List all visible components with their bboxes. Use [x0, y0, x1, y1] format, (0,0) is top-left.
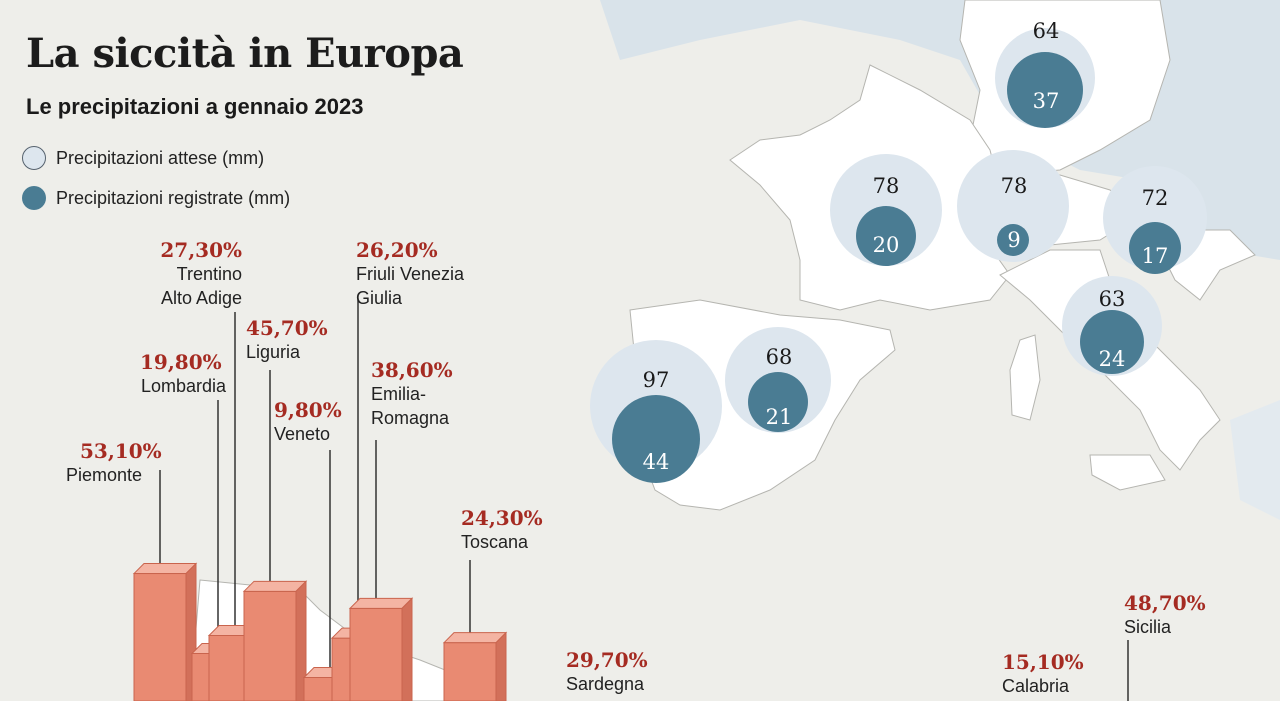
region-label-toscana: 24,30% Toscana: [461, 506, 543, 554]
legend-label-recorded: Precipitazioni registrate (mm): [56, 187, 291, 208]
expected-circle: [957, 150, 1069, 262]
recorded-value: 20: [872, 233, 900, 257]
expected-value: 97: [642, 368, 670, 392]
expected-value: 63: [1098, 287, 1126, 311]
page-subtitle: Le precipitazioni a gennaio 2023: [26, 94, 364, 119]
region-label-friuli: 26,20% Friuli Venezia Giulia: [356, 238, 464, 310]
expected-value: 78: [1000, 174, 1028, 198]
region-label-sardegna: 29,70% Sardegna: [566, 648, 648, 696]
region-percent: 26,20%: [356, 238, 438, 262]
sardinia-land: [1009, 334, 1041, 421]
recorded-swatch-icon: [22, 186, 46, 210]
region-name-line2: Alto Adige: [160, 288, 242, 308]
region-label-liguria: 45,70% Liguria: [246, 316, 328, 364]
recorded-value: 9: [1007, 228, 1021, 252]
expected-swatch-icon: [22, 146, 46, 170]
expected-value: 68: [765, 345, 793, 369]
region-percent: 45,70%: [246, 316, 328, 340]
region-name: Trentino: [176, 264, 242, 284]
sea-area: [1230, 400, 1280, 520]
region-name: Calabria: [1002, 676, 1070, 696]
region-percent: 19,80%: [140, 350, 222, 374]
region-name: Lombardia: [140, 376, 226, 396]
region-name-line2: Romagna: [371, 408, 450, 428]
expected-circle: [1103, 166, 1207, 270]
region-percent: 27,30%: [160, 238, 242, 262]
region-name: Toscana: [461, 532, 529, 552]
region-label-calabria: 15,10% Calabria: [1002, 650, 1084, 698]
region-percent: 9,80%: [274, 398, 342, 422]
recorded-circle: [1129, 222, 1181, 274]
region-percent: 24,30%: [461, 506, 543, 530]
region-name: Veneto: [274, 424, 331, 444]
sicily-land: [1089, 454, 1166, 491]
recorded-value: 24: [1098, 347, 1126, 371]
recorded-value: 37: [1032, 89, 1060, 113]
recorded-value: 21: [765, 405, 793, 429]
region-percent: 29,70%: [566, 648, 648, 672]
recorded-circle: [1007, 52, 1083, 128]
legend-item-recorded: Precipitazioni registrate (mm): [22, 186, 290, 210]
region-label-emilia: 38,60% Emilia- Romagna: [371, 358, 453, 430]
region-percent: 48,70%: [1124, 591, 1206, 615]
region-name: Emilia-: [371, 384, 427, 404]
region-percent: 38,60%: [371, 358, 453, 382]
region-name: Piemonte: [66, 465, 143, 485]
region-label-veneto: 9,80% Veneto: [274, 398, 342, 446]
region-name: Friuli Venezia: [356, 264, 465, 284]
recorded-value: 17: [1141, 244, 1169, 268]
recorded-circle: [748, 372, 808, 432]
recorded-circle: [856, 206, 916, 266]
expected-value: 64: [1032, 19, 1060, 43]
region-percent: 53,10%: [80, 439, 162, 463]
region-label-sicilia: 48,70% Sicilia: [1124, 591, 1206, 639]
expected-value: 78: [872, 174, 900, 198]
legend-item-expected: Precipitazioni attese (mm): [22, 146, 264, 170]
region-percent: 15,10%: [1002, 650, 1084, 674]
region-label-lombardia: 19,80% Lombardia: [110, 350, 226, 398]
region-name-line2: Giulia: [356, 288, 403, 308]
region-name: Liguria: [246, 342, 301, 362]
expected-value: 72: [1141, 186, 1169, 210]
region-name: Sardegna: [566, 674, 645, 694]
recorded-value: 44: [642, 450, 670, 474]
region-name: Sicilia: [1124, 617, 1172, 637]
recorded-circle: [612, 395, 700, 483]
page-title: La siccità in Europa: [26, 30, 464, 77]
region-label-trentino: 27,30% Trentino Alto Adige: [152, 238, 242, 310]
recorded-circle: [997, 224, 1029, 256]
legend-label-expected: Precipitazioni attese (mm): [56, 147, 265, 168]
region-label-piemonte: 53,10% Piemonte: [66, 439, 162, 487]
recorded-circle: [1080, 310, 1144, 374]
